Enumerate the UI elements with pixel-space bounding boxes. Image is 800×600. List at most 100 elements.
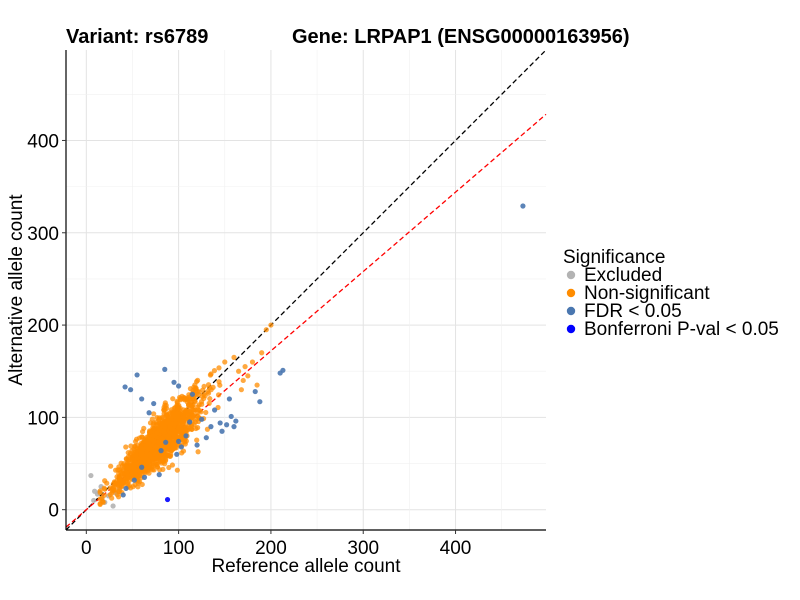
data-point — [146, 470, 152, 476]
data-point — [194, 437, 200, 443]
data-point — [147, 445, 153, 451]
data-point — [199, 401, 205, 407]
data-point — [122, 476, 128, 482]
data-point — [123, 456, 130, 462]
series-fdr-0-05 — [120, 203, 526, 498]
x-tick-label: 200 — [255, 538, 287, 559]
x-axis-ticks: 0 100 200 300 400 — [81, 530, 471, 559]
data-point — [171, 379, 177, 385]
data-point — [164, 433, 171, 439]
y-axis-ticks: 0 100 200 300 400 — [27, 131, 66, 522]
data-point — [97, 490, 103, 496]
data-point — [139, 396, 145, 402]
data-point — [206, 400, 212, 406]
data-points — [88, 203, 526, 509]
data-point — [183, 433, 189, 439]
data-point — [194, 409, 200, 415]
x-tick-label: 100 — [163, 538, 195, 559]
data-point — [139, 464, 145, 470]
data-point — [132, 438, 139, 445]
legend-label: Non-significant — [584, 283, 710, 304]
data-point — [215, 392, 222, 398]
data-point — [199, 416, 205, 422]
data-point — [155, 454, 162, 460]
data-point — [177, 426, 183, 432]
data-point — [257, 399, 263, 405]
y-tick-label: 300 — [27, 224, 59, 245]
data-point — [136, 435, 142, 441]
legend-marker — [566, 324, 576, 334]
data-point — [181, 416, 187, 423]
data-point — [138, 451, 144, 457]
legend-marker — [566, 270, 576, 280]
data-point — [203, 435, 209, 441]
data-point — [142, 436, 148, 442]
data-point — [154, 464, 161, 470]
data-point — [216, 365, 222, 371]
data-point — [99, 495, 105, 501]
data-point — [88, 472, 94, 479]
x-tick-label: 300 — [347, 538, 379, 559]
data-point — [147, 429, 153, 435]
data-point — [183, 424, 189, 430]
data-point — [193, 387, 199, 394]
data-point — [123, 444, 129, 450]
data-point — [263, 327, 269, 333]
data-point — [190, 402, 196, 408]
data-point — [150, 421, 156, 428]
data-point — [120, 492, 126, 498]
data-point — [162, 421, 168, 427]
data-point — [126, 465, 132, 471]
data-point — [170, 396, 176, 402]
data-point — [217, 420, 223, 426]
data-point — [175, 412, 181, 418]
x-tick-label: 400 — [440, 538, 472, 559]
data-point — [91, 497, 97, 504]
data-point — [158, 448, 164, 454]
data-point — [195, 449, 201, 455]
data-point — [201, 395, 207, 401]
data-point — [113, 467, 119, 473]
data-point — [217, 382, 223, 388]
data-point — [195, 391, 202, 398]
data-point — [238, 387, 244, 393]
data-point — [252, 388, 258, 395]
data-point — [189, 391, 196, 397]
data-point — [122, 384, 128, 390]
data-point — [160, 466, 166, 472]
data-point — [192, 419, 199, 425]
data-point — [142, 458, 148, 465]
data-point — [172, 417, 179, 423]
data-point — [151, 411, 157, 417]
data-point — [171, 435, 177, 441]
data-point — [111, 479, 118, 485]
data-point — [176, 383, 182, 389]
data-point — [104, 480, 110, 486]
data-point — [180, 448, 187, 454]
data-point — [183, 396, 190, 403]
data-point — [128, 387, 134, 393]
data-point — [268, 322, 274, 328]
y-axis-title: Alternative allele count — [6, 194, 27, 386]
y-tick-label: 100 — [27, 408, 59, 429]
data-point — [147, 452, 153, 458]
data-point — [208, 424, 214, 430]
data-point — [135, 473, 141, 479]
data-point — [192, 382, 198, 388]
data-point — [231, 354, 237, 360]
data-point — [207, 372, 214, 378]
data-point — [169, 426, 175, 432]
data-point — [211, 368, 218, 374]
data-point — [222, 359, 228, 365]
data-point — [163, 439, 169, 445]
data-point — [231, 424, 237, 430]
data-point — [151, 438, 157, 444]
data-point — [156, 439, 162, 445]
data-point — [119, 482, 125, 489]
data-point — [162, 454, 169, 460]
data-point — [156, 472, 162, 478]
data-point — [160, 459, 167, 465]
data-point — [162, 366, 168, 372]
data-point — [178, 444, 184, 450]
